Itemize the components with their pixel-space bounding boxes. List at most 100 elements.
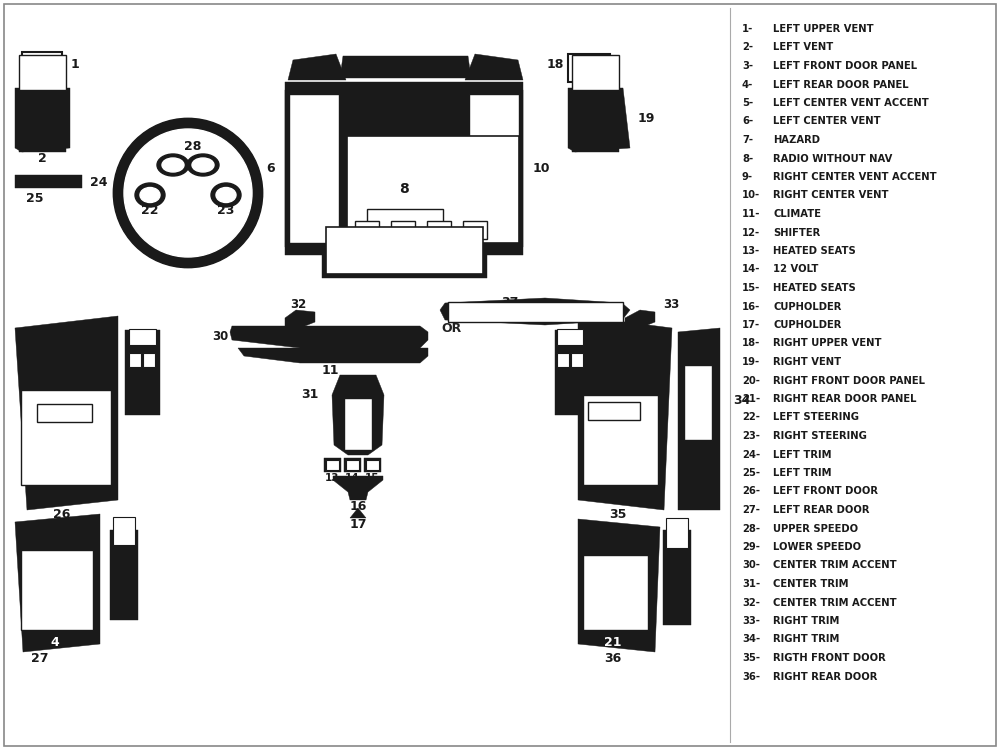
Text: RIGHT VENT: RIGHT VENT xyxy=(773,357,841,367)
Polygon shape xyxy=(110,530,138,620)
Bar xyxy=(19,145,66,152)
Bar xyxy=(324,458,341,472)
Text: 13-: 13- xyxy=(742,246,760,256)
Text: 7: 7 xyxy=(401,59,409,73)
Polygon shape xyxy=(678,328,720,510)
Text: 16: 16 xyxy=(349,500,367,512)
Bar xyxy=(463,221,487,239)
Text: 17-: 17- xyxy=(742,320,760,330)
Bar xyxy=(289,94,339,243)
Text: 34: 34 xyxy=(733,394,750,406)
Text: 8-: 8- xyxy=(742,154,753,164)
Bar xyxy=(346,460,359,470)
Text: 36: 36 xyxy=(604,652,622,664)
Text: 10-: 10- xyxy=(742,190,760,200)
Polygon shape xyxy=(440,298,630,325)
Bar xyxy=(37,404,92,422)
Bar xyxy=(21,390,111,485)
Bar xyxy=(129,353,141,367)
Bar xyxy=(572,55,619,90)
Bar xyxy=(411,109,423,117)
Bar xyxy=(459,109,471,117)
Text: LEFT CENTER VENT: LEFT CENTER VENT xyxy=(773,116,881,127)
Text: HEATED SEATS: HEATED SEATS xyxy=(773,246,856,256)
Bar xyxy=(22,52,62,77)
Bar xyxy=(588,402,640,420)
Bar xyxy=(129,329,156,345)
Text: CUPHOLDER: CUPHOLDER xyxy=(773,302,841,311)
Text: 25: 25 xyxy=(26,191,44,205)
Ellipse shape xyxy=(124,129,252,257)
Bar xyxy=(353,219,381,241)
Text: 12: 12 xyxy=(349,406,367,418)
Text: LEFT UPPER VENT: LEFT UPPER VENT xyxy=(773,24,874,34)
Text: 28: 28 xyxy=(184,140,202,154)
Text: 10: 10 xyxy=(533,163,550,176)
Bar xyxy=(379,109,391,117)
Text: 12 VOLT: 12 VOLT xyxy=(773,265,818,274)
Polygon shape xyxy=(125,330,160,415)
Text: CENTER TRIM: CENTER TRIM xyxy=(773,579,848,589)
Text: RIGHT TRIM: RIGHT TRIM xyxy=(773,634,839,644)
Text: 6-: 6- xyxy=(742,116,753,127)
Polygon shape xyxy=(340,56,471,78)
Bar xyxy=(113,517,135,545)
Ellipse shape xyxy=(192,158,214,172)
Text: RIGHT REAR DOOR: RIGHT REAR DOOR xyxy=(773,671,877,682)
Text: LEFT TRIM: LEFT TRIM xyxy=(773,468,832,478)
Polygon shape xyxy=(288,54,346,80)
Text: UPPER SPEEDO: UPPER SPEEDO xyxy=(773,524,858,533)
Bar xyxy=(326,460,339,470)
Text: 30: 30 xyxy=(212,329,228,343)
Ellipse shape xyxy=(162,158,184,172)
Text: 22-: 22- xyxy=(742,413,760,422)
Bar xyxy=(285,90,343,247)
Bar xyxy=(461,219,489,241)
Polygon shape xyxy=(285,310,315,328)
Ellipse shape xyxy=(114,119,262,267)
Text: OR: OR xyxy=(442,322,462,334)
Text: LOWER SPEEDO: LOWER SPEEDO xyxy=(773,542,861,552)
Text: 24-: 24- xyxy=(742,449,760,460)
Text: 14: 14 xyxy=(345,473,359,483)
Bar xyxy=(143,353,155,367)
Text: 4-: 4- xyxy=(742,80,753,89)
Bar xyxy=(285,82,523,255)
Text: 32: 32 xyxy=(290,298,306,310)
Text: 18-: 18- xyxy=(742,338,760,349)
Bar xyxy=(364,458,381,472)
Text: 31-: 31- xyxy=(742,579,760,589)
Text: 19-: 19- xyxy=(742,357,760,367)
Text: 26-: 26- xyxy=(742,487,760,496)
Text: 21-: 21- xyxy=(742,394,760,404)
Text: 27: 27 xyxy=(31,652,49,664)
Text: SHIFTER: SHIFTER xyxy=(773,227,820,238)
Bar xyxy=(443,109,455,117)
Text: HAZARD: HAZARD xyxy=(773,135,820,145)
Text: CENTER TRIM ACCENT: CENTER TRIM ACCENT xyxy=(773,598,897,608)
Text: OR: OR xyxy=(393,263,415,277)
Text: 12-: 12- xyxy=(742,227,760,238)
Text: 15: 15 xyxy=(365,473,379,483)
Text: 35: 35 xyxy=(609,509,627,521)
Text: 31: 31 xyxy=(301,388,319,401)
Text: 5-: 5- xyxy=(742,98,753,108)
Text: LEFT STEERING: LEFT STEERING xyxy=(773,413,859,422)
Bar xyxy=(465,90,523,247)
Polygon shape xyxy=(568,88,630,152)
Bar xyxy=(568,54,610,82)
Text: 20: 20 xyxy=(611,433,629,446)
Polygon shape xyxy=(230,326,428,348)
Bar xyxy=(391,221,415,239)
Text: LEFT REAR DOOR: LEFT REAR DOOR xyxy=(773,505,870,515)
Text: CUPHOLDER: CUPHOLDER xyxy=(773,320,841,330)
Text: 11: 11 xyxy=(321,364,339,376)
Bar xyxy=(395,109,407,117)
Bar xyxy=(367,209,443,233)
Text: 25-: 25- xyxy=(742,468,760,478)
Text: 35-: 35- xyxy=(742,653,760,663)
Polygon shape xyxy=(578,316,672,510)
Text: 16-: 16- xyxy=(742,302,760,311)
Bar xyxy=(448,302,623,322)
Bar xyxy=(389,219,417,241)
